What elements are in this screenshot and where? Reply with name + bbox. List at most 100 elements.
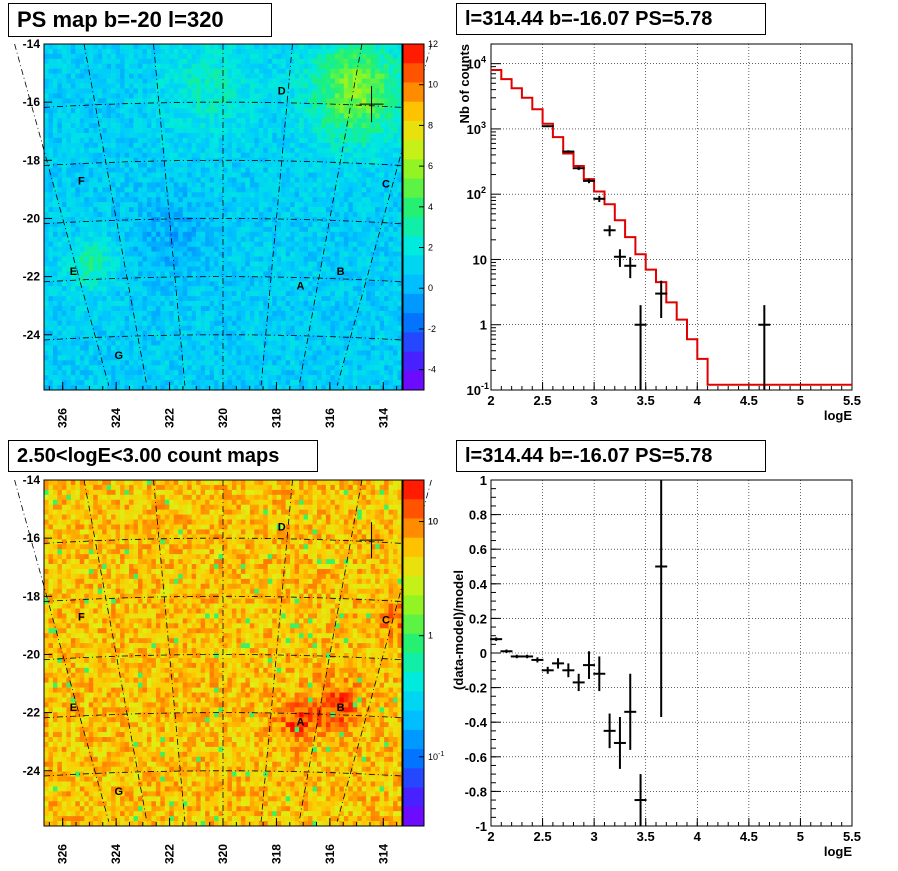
cnt-colorbar-band: [403, 749, 424, 769]
spectrum-data-point: [603, 225, 616, 237]
cnt-xtick-label: 322: [163, 844, 177, 864]
cnt-grid-meridian: [336, 479, 432, 822]
source-label-a: A: [297, 280, 305, 292]
residual-data-point: [490, 637, 503, 641]
ps-xtick-label: 324: [109, 408, 123, 428]
cnt-colorbar-band: [403, 806, 424, 827]
residual-data-point: [510, 654, 523, 659]
ps-grid-meridian: [260, 43, 293, 386]
cnt-colorbar-band: [403, 633, 424, 654]
ps-colorbar-band: [403, 351, 424, 372]
residual-ytick-label: -0.2: [465, 681, 487, 696]
source-label-f: F: [78, 176, 85, 188]
ps-colorbar-band: [403, 178, 424, 199]
spectrum-ytick-label: 1: [480, 318, 487, 333]
cnt-colorbar-band: [403, 537, 424, 558]
source-label-a: A: [297, 716, 305, 728]
spectrum-xlabel: logE: [824, 408, 852, 423]
residual-xtick-label: 5.5: [843, 829, 861, 844]
ps-colorbar-band: [403, 293, 424, 314]
ps-grid-meridian: [153, 43, 186, 386]
residual-data-point: [603, 713, 616, 749]
cnt-colorbar-frame: [402, 479, 425, 827]
cnt-colorbar-label: 10: [428, 517, 438, 527]
ps-ytick-label: -24: [23, 328, 41, 342]
residual-ytick-label: 0.4: [469, 577, 488, 592]
count-map-title: 2.50<logE<3.00 count maps: [8, 440, 318, 472]
spectrum-ytick-exponent: -1: [481, 381, 489, 391]
ps-ytick-label: -18: [23, 153, 41, 167]
cnt-ytick-label: -20: [23, 647, 41, 661]
ps-colorbar-band: [403, 274, 424, 295]
source-label-e: E: [70, 266, 77, 278]
residual-xtick-label: 3.5: [637, 829, 655, 844]
spectrum-grid: [491, 44, 852, 390]
cnt-colorbar-band: [403, 576, 424, 596]
ps-colorbar-label: -2: [428, 324, 436, 334]
spectrum-xtick-label: 4.5: [740, 393, 758, 408]
residual-xtick-label: 3: [591, 829, 598, 844]
residual-data-point: [521, 654, 534, 659]
residual-ylabel: (data-model)/model: [451, 570, 466, 690]
cnt-ytick-label: -22: [23, 706, 41, 720]
residual-ytick-label: 0.6: [469, 542, 487, 557]
ps-colorbar-band: [403, 82, 424, 103]
ps-xtick-label: 318: [269, 408, 283, 428]
ps-grid-meridian: [14, 43, 110, 386]
ps-colorbar-label: 4: [428, 202, 433, 212]
residual-data-point: [572, 673, 585, 692]
cnt-colorbar-band: [403, 787, 424, 808]
cnt-colorbar-band: [403, 556, 424, 577]
ps-colorbar-band: [403, 101, 424, 122]
spectrum-ylabel: Nb of counts: [457, 44, 472, 123]
ps-heatmap-cells: [44, 44, 403, 391]
residual-xtick-label: 2.5: [534, 829, 552, 844]
spectrum-ytick-label: 10: [473, 252, 487, 267]
cnt-colorbar-label: 10: [428, 517, 438, 527]
residual-ytick-label: -0.6: [465, 750, 487, 765]
source-label-e: E: [70, 702, 77, 714]
cnt-colorbar-band: [403, 480, 424, 500]
counts-spectrum-title: l=314.44 b=-16.07 PS=5.78: [456, 3, 766, 35]
cnt-colorbar-band: [403, 595, 424, 615]
ps-colorbar-band: [403, 332, 424, 352]
residual-data-point: [613, 717, 626, 769]
ps-colorbar-band: [403, 63, 424, 83]
cnt-ytick-label: -14: [23, 473, 41, 487]
spectrum-ytick-label: 10: [467, 383, 481, 398]
cnt-grid-meridian: [83, 479, 148, 822]
cnt-colorbar-label: 1: [428, 631, 433, 641]
residual-data-point: [582, 651, 595, 679]
cnt-colorbar-band: [403, 729, 424, 750]
ps-colorbar-band: [403, 255, 424, 276]
ps-ytick-label: -22: [23, 270, 41, 284]
source-label-b: B: [337, 702, 345, 714]
residual-data-point: [655, 480, 668, 718]
source-label-b: B: [337, 266, 345, 278]
cnt-colorbar-band: [403, 614, 424, 635]
spectrum-data-point: [613, 249, 626, 267]
residual-data-point: [500, 649, 513, 653]
ps-colorbar-label: 12: [428, 39, 438, 49]
residual-ytick-label: -1: [475, 819, 487, 834]
residual-ytick-label: -0.4: [465, 715, 488, 730]
spectrum-xtick-label: 5: [797, 393, 804, 408]
residual-data-point: [531, 657, 544, 663]
cnt-xtick-label: 326: [56, 844, 70, 864]
cnt-grid-meridian: [153, 479, 186, 822]
residual-spectrum-title: l=314.44 b=-16.07 PS=5.78: [456, 440, 766, 472]
source-label-g: G: [115, 350, 124, 362]
spectrum-data-point: [572, 166, 585, 171]
residual-data-point: [593, 656, 606, 692]
spectrum-ytick-exponent: 3: [481, 120, 486, 130]
cnt-colorbar-band: [403, 518, 424, 539]
ps-colorbar-band: [403, 159, 424, 179]
residual-ytick-label: 0.8: [469, 508, 487, 523]
cnt-xtick-label: 314: [376, 844, 390, 864]
ps-grid-meridian: [298, 43, 363, 386]
ps-ytick-label: -14: [23, 37, 41, 51]
source-label-g: G: [115, 786, 124, 798]
ps-colorbar-band: [403, 140, 424, 160]
